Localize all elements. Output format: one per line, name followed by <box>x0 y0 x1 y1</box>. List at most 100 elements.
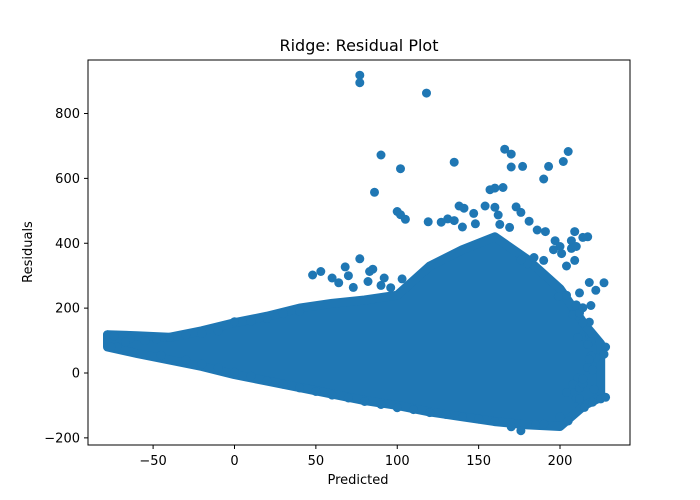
data-point <box>308 270 318 280</box>
data-point <box>423 217 433 227</box>
data-point <box>500 144 510 154</box>
data-point <box>495 219 505 229</box>
data-point <box>422 88 431 98</box>
data-point <box>470 219 480 229</box>
data-point <box>360 397 370 406</box>
data-point <box>140 336 150 346</box>
data-point <box>485 185 495 195</box>
x-tick-label: 50 <box>308 454 325 469</box>
data-point <box>327 273 337 283</box>
data-point <box>311 387 321 396</box>
data-point <box>316 267 326 276</box>
data-point <box>589 384 599 394</box>
data-point <box>506 162 516 172</box>
data-point <box>539 174 549 184</box>
y-tick-label: 0 <box>72 366 80 381</box>
data-point <box>112 342 122 352</box>
data-point <box>334 278 344 288</box>
x-axis-title: Predicted <box>327 473 388 488</box>
data-point <box>578 303 588 313</box>
data-point <box>601 392 611 402</box>
y-tick-label: −200 <box>44 431 80 446</box>
data-point <box>539 419 549 429</box>
data-point <box>386 283 396 293</box>
data-point <box>591 285 601 295</box>
data-point <box>469 208 479 218</box>
x-tick-label: 200 <box>548 454 573 469</box>
data-point <box>516 255 526 265</box>
x-tick-label: 150 <box>466 454 491 469</box>
data-point <box>562 261 571 271</box>
x-tick-label: 100 <box>385 454 410 469</box>
data-point <box>230 367 239 377</box>
data-point <box>340 262 350 272</box>
data-point <box>498 183 508 192</box>
data-point <box>449 157 459 167</box>
data-point <box>601 342 611 352</box>
data-point <box>562 290 571 300</box>
y-axis-title: Residuals <box>21 221 36 283</box>
data-point <box>505 222 515 232</box>
data-point <box>230 317 239 327</box>
data-point <box>181 330 191 340</box>
data-point <box>506 422 516 432</box>
data-point <box>516 207 526 217</box>
y-axis-ticks: −200 0 200 400 600 800 <box>44 107 88 446</box>
data-point <box>588 397 598 407</box>
data-point <box>584 354 594 364</box>
data-point <box>246 371 256 381</box>
data-points-layer <box>103 70 611 436</box>
data-point <box>370 187 379 197</box>
data-point <box>523 259 532 269</box>
data-point <box>379 273 389 283</box>
data-point <box>584 317 594 327</box>
data-point <box>213 326 223 336</box>
data-point <box>516 426 526 436</box>
y-tick-label: 800 <box>55 107 80 122</box>
data-point <box>197 359 207 369</box>
data-point <box>558 157 568 166</box>
data-point <box>363 277 373 286</box>
data-point <box>397 274 407 284</box>
data-point <box>570 227 580 237</box>
data-point <box>570 255 580 265</box>
data-point <box>355 70 365 80</box>
x-tick-label: 0 <box>230 454 238 469</box>
data-point <box>400 214 410 224</box>
data-point <box>459 203 469 213</box>
data-point <box>365 267 375 276</box>
data-point <box>539 255 549 265</box>
y-tick-label: 400 <box>55 237 80 252</box>
data-point <box>278 309 288 319</box>
data-point <box>575 394 584 404</box>
data-point <box>376 400 386 409</box>
data-point <box>436 217 446 227</box>
data-point <box>557 249 567 259</box>
data-point <box>575 288 584 298</box>
data-point <box>490 417 500 427</box>
data-point <box>490 202 500 212</box>
data-point <box>376 280 386 290</box>
data-point <box>457 222 467 232</box>
data-point <box>529 253 539 262</box>
data-point <box>441 410 451 419</box>
data-point <box>474 414 484 424</box>
data-point <box>563 147 573 156</box>
data-point <box>518 161 528 171</box>
data-point <box>540 227 550 237</box>
data-point <box>120 337 130 347</box>
data-point <box>295 383 305 393</box>
data-point <box>348 282 358 292</box>
data-point <box>573 333 583 343</box>
data-point <box>343 271 353 281</box>
data-point <box>449 216 459 226</box>
data-point <box>563 416 573 426</box>
data-point <box>493 210 503 220</box>
data-point <box>588 365 598 375</box>
data-point <box>278 379 288 389</box>
data-point <box>578 374 588 384</box>
data-point <box>579 402 589 412</box>
data-point <box>295 306 305 316</box>
